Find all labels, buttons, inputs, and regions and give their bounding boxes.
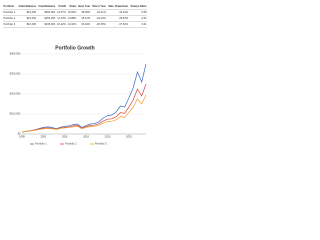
series-line <box>21 83 147 133</box>
column-header: Best Year <box>76 4 91 10</box>
y-tick-label: $100,000 <box>10 112 21 116</box>
table-row: Portfolio 2 $10,000 $250,000 11.34% 14.88% 35… <box>3 15 147 22</box>
table-cell: $350,000 <box>36 9 56 16</box>
table-cell: 15.62% <box>66 9 77 16</box>
header-row: Portfolio Initial Balance Final Balance CAG… <box>3 4 147 10</box>
column-header: Initial Balance <box>16 4 37 10</box>
table-cell: 0.64 <box>128 15 147 22</box>
column-header: Sharpe Ratio <box>128 4 147 10</box>
column-header: Portfolio <box>3 4 17 10</box>
legend-label: Portfolio 1 <box>35 142 47 146</box>
column-header: Worst Year <box>90 4 107 10</box>
y-tick-label: $200,000 <box>10 92 21 96</box>
x-tick-label: 2005 <box>62 135 68 139</box>
legend-label: Portfolio 2 <box>65 142 77 146</box>
x-tick-label: 2015 <box>105 135 111 139</box>
page: Portfolio Initial Balance Final Balance CAG… <box>0 0 150 150</box>
table-row: Portfolio 1 $10,000 $350,000 12.57% 15.62% 38… <box>3 9 147 16</box>
table-cell: -37.52% <box>106 21 129 28</box>
chart: Portfolio Growth $0 $100,000 $200,000 $300,… <box>10 45 147 146</box>
table-body: Portfolio 1 $10,000 $350,000 12.57% 15.62% 38… <box>3 9 147 28</box>
chart-title: Portfolio Growth <box>55 45 94 51</box>
table-cell: -39.87% <box>106 15 129 22</box>
table-cell: 14.88% <box>66 15 77 22</box>
column-header: Final Balance <box>36 4 56 10</box>
x-tick-label: 2000 <box>40 135 46 139</box>
table-cell: 38.05% <box>76 9 91 16</box>
table-cell: -42.10% <box>106 9 129 16</box>
table-cell: $250,000 <box>36 15 56 22</box>
column-header: CAGR <box>55 4 67 10</box>
y-tick-label: $300,000 <box>10 72 21 76</box>
x-tick-label: 1995 <box>19 135 25 139</box>
table-cell: 12.57% <box>55 9 67 16</box>
summary-table: Portfolio Initial Balance Final Balance CAG… <box>3 4 147 28</box>
table-cell: 35.12% <box>76 15 91 22</box>
column-header: Stdev <box>66 4 77 10</box>
y-tick-label: $0 <box>18 132 21 136</box>
table-cell: $195,000 <box>36 21 56 28</box>
table-cell: -30.35% <box>90 21 107 28</box>
table-cell: -34.21% <box>90 9 107 16</box>
table-cell: Portfolio 1 <box>3 9 17 16</box>
table-cell: 0.68 <box>128 9 147 16</box>
y-tick-label: $400,000 <box>10 52 21 56</box>
x-tick-label: 2010 <box>83 135 89 139</box>
table-cell: Portfolio 2 <box>3 15 17 22</box>
table-cell: 11.34% <box>55 15 67 22</box>
series-line <box>21 94 147 133</box>
table-row: Portfolio 3 $10,000 $195,000 10.42% 14.10% 33… <box>3 21 147 28</box>
table-cell: 10.42% <box>55 21 67 28</box>
table-cell: 14.10% <box>66 21 77 28</box>
table-cell: $10,000 <box>16 15 37 22</box>
table-cell: $10,000 <box>16 9 37 16</box>
table-cell: 33.40% <box>76 21 91 28</box>
series-line <box>21 63 147 133</box>
legend-label: Portfolio 3 <box>95 142 107 146</box>
x-tick-label: 2020 <box>126 135 132 139</box>
table-cell: $10,000 <box>16 21 37 28</box>
column-header: Max. Drawdown <box>106 4 129 10</box>
table-cell: Portfolio 3 <box>3 21 17 28</box>
table-cell: 0.61 <box>128 21 147 28</box>
table-cell: -32.04% <box>90 15 107 22</box>
